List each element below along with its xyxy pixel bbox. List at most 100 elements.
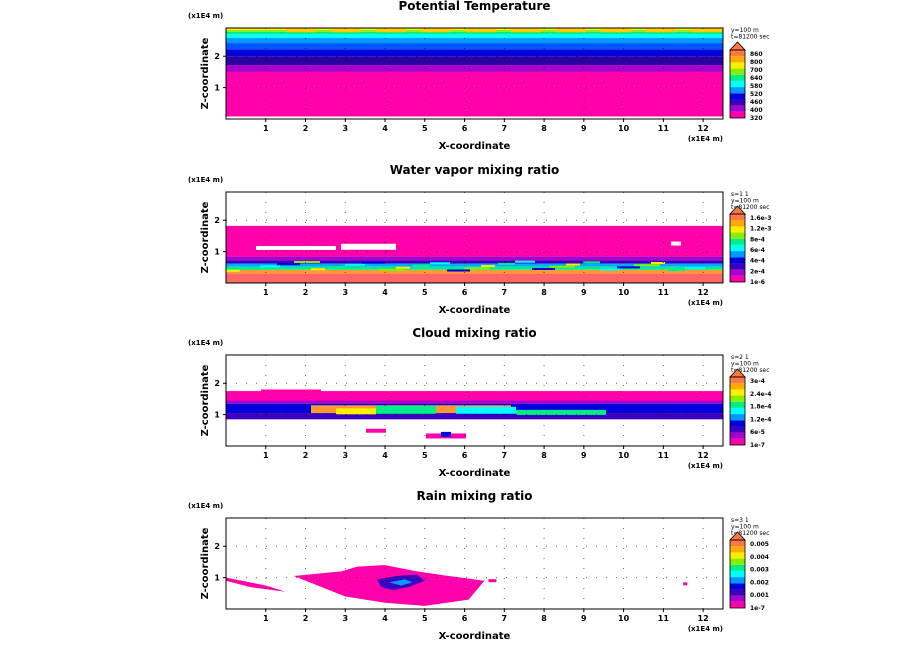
colorbar-label: 0.005 [750,541,769,548]
x-tick-label: 1 [263,288,269,297]
x-tick-label: 1 [263,451,269,460]
colorbar-segment [730,87,745,94]
plot-frame [225,354,724,447]
mixing-streak [311,268,325,271]
x-tick-label: 10 [618,451,630,460]
y-tick-label: 2 [214,379,220,388]
colorbar-segment [730,232,745,239]
info-text: y=100 m [731,198,759,205]
x-axis-label: X-coordinate [439,305,511,316]
top-streak [556,29,586,33]
info-text: s=3 1 [731,517,749,524]
colorbar-segment [730,414,745,421]
colorbar-segment [730,383,745,390]
top-streak [421,29,451,33]
x-tick-label: 12 [698,288,709,297]
top-streak [646,29,676,33]
contour-band [226,65,723,72]
mixing-streak [600,268,620,271]
mixing-streak [532,267,555,270]
contour-band [226,260,723,264]
x-tick-label: 8 [541,614,547,623]
colorbar-segment [730,377,745,384]
y-axis-label: Z-coordinate [200,527,211,599]
info-text: s=2 1 [731,354,749,361]
colorbar-segment [730,226,745,233]
dry-patch [341,243,396,250]
mixing-streak [396,266,410,269]
info-text: y=100 m [731,27,759,34]
colorbar-label: 700 [750,67,763,74]
cloud-cap [261,389,321,396]
chart-panel-2: Water vapor mixing ratio(x1E4 m)1 2 3 4 5 6 7 8… [188,163,771,316]
cloud-core [336,408,376,415]
x-tick-label: 12 [698,451,709,460]
x-tick-label: 3 [342,288,348,297]
contour-band [226,413,723,420]
x-tick-label: 4 [382,124,388,133]
mixing-streak [515,260,535,263]
z-unit-label: (x1E4 m) [188,12,223,20]
x-tick-label: 6 [462,124,468,133]
mixing-streak [481,265,495,268]
colorbar-segment [730,389,745,396]
x-tick-label: 6 [462,288,468,297]
colorbar-label: 0.001 [750,592,769,599]
contour-band [226,43,723,50]
info-text: t=81200 sec [731,367,770,374]
colorbar-segment [730,601,745,608]
colorbar-label: 460 [750,99,763,106]
top-streak [691,29,721,33]
colorbar-label: 0.004 [750,554,769,561]
y-tick-label: 2 [214,216,220,225]
mixing-streak [583,261,600,264]
x-tick-label: 1 [263,614,269,623]
colorbar-segment [730,595,745,602]
mixing-streak [328,266,345,269]
x-tick-label: 3 [342,451,348,460]
z-unit-label: (x1E4 m) [188,502,223,510]
y-axis-label: Z-coordinate [200,37,211,109]
x-tick-label: 6 [462,451,468,460]
mixing-streak [430,262,450,265]
x-tick-label: 4 [382,288,388,297]
y-tick-label: 1 [214,411,220,420]
x-unit-label: (x1E4 m) [688,135,723,143]
x-tick-label: 2 [303,451,309,460]
contour-band [226,34,723,39]
x-tick-label: 4 [382,614,388,623]
colorbar-label: 1e-7 [750,605,765,612]
x-tick-label: 2 [303,288,309,297]
x-tick-label: 11 [658,124,670,133]
colorbar-label: 8e-4 [750,236,765,243]
colorbar-segment [730,80,745,88]
mixing-streak [447,269,470,272]
mixing-streak [277,263,300,266]
colorbar-segment [730,540,745,547]
x-tick-label: 2 [303,124,309,133]
x-tick-label: 5 [422,124,428,133]
field-area [226,565,688,606]
colorbar-frame [729,376,746,446]
colorbar-label: 1.8e-4 [750,404,771,411]
top-streak [511,29,541,33]
colorbar-label: 640 [750,75,763,82]
mixing-streak [617,266,640,269]
colorbar-segment [730,275,745,282]
contour-band [226,31,723,35]
x-tick-label: 11 [658,451,670,460]
y-tick-label: 2 [214,542,220,551]
x-tick-label: 12 [698,614,709,623]
chart-panel-3: Cloud mixing ratio(x1E4 m)1 2 3 4 5 6 7 8 9 10 11 1… [188,326,771,479]
colorbar-segment [730,257,745,264]
colorbar-segment [730,99,745,106]
x-tick-label: 9 [581,124,587,133]
x-axis-label: X-coordinate [439,468,511,479]
dry-patch [256,245,336,250]
info-text: s=1 1 [731,191,749,198]
contour-band [226,400,723,404]
colorbar-segment [730,263,745,270]
cloud-core [516,409,606,415]
